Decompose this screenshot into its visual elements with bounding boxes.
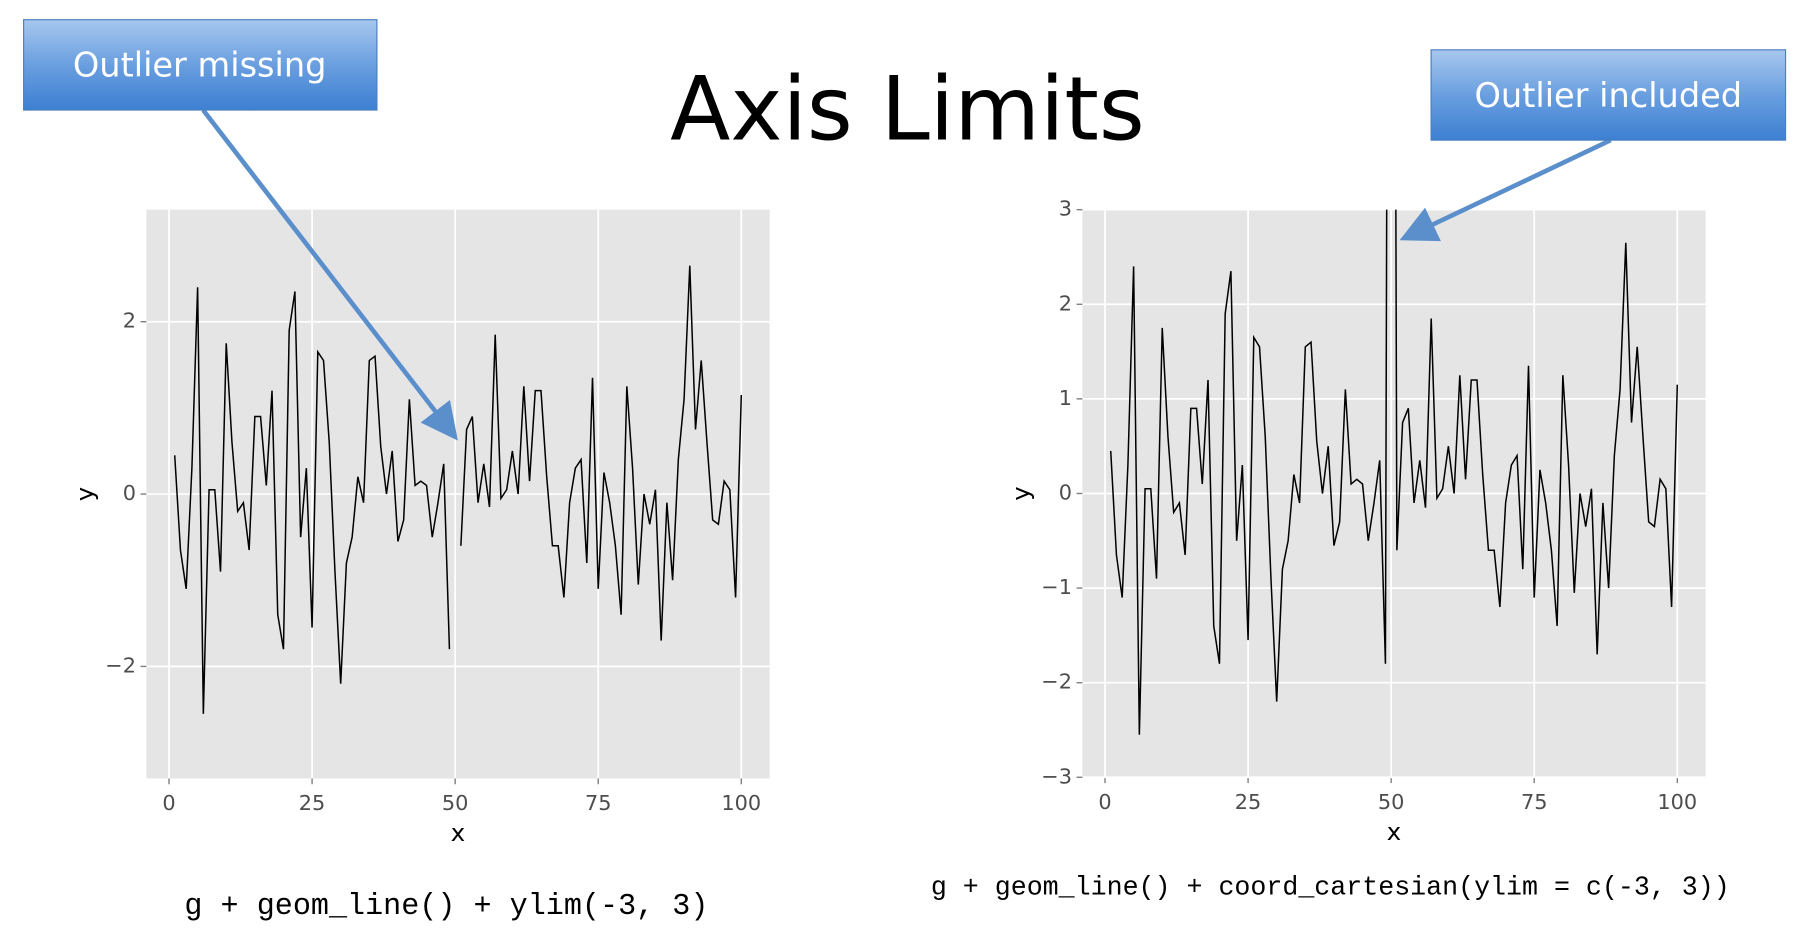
x-axis-label: x (451, 818, 465, 847)
callout-text: Outlier included (1474, 76, 1742, 115)
x-tick-label: 75 (585, 791, 612, 815)
y-tick-label: 3 (1059, 197, 1072, 221)
y-axis-label: y (70, 487, 99, 501)
callout-arrow (201, 108, 458, 441)
code-caption: g + geom_line() + coord_cartesian(ylim =… (931, 872, 1730, 902)
x-tick-label: 100 (721, 791, 761, 815)
x-tick-label: 25 (299, 791, 326, 815)
y-tick-label: 2 (1059, 291, 1072, 315)
y-tick-label: 1 (1059, 386, 1072, 410)
y-axis-label: y (1006, 486, 1035, 500)
y-tick-label: −2 (1041, 670, 1072, 694)
callout-arrow (1399, 138, 1612, 242)
x-axis-label: x (1387, 817, 1401, 846)
x-tick-label: 0 (1098, 790, 1111, 814)
y-tick-label: −1 (1041, 575, 1072, 599)
callout-text: Outlier missing (73, 46, 327, 85)
data-line (1109, 209, 1679, 735)
x-tick-label: 0 (162, 791, 175, 815)
y-tick-label: 0 (1059, 480, 1072, 504)
y-tick-label: 0 (123, 481, 136, 505)
data-line (173, 265, 743, 714)
callout-box (1430, 49, 1787, 141)
callout-box (23, 19, 378, 111)
y-tick-label: 2 (123, 309, 136, 333)
y-tick-label: −2 (105, 653, 136, 677)
x-tick-label: 100 (1657, 790, 1697, 814)
x-tick-label: 75 (1521, 790, 1548, 814)
code-caption: g + geom_line() + ylim(-3, 3) (184, 890, 708, 924)
x-tick-label: 25 (1235, 790, 1262, 814)
x-tick-label: 50 (1378, 790, 1405, 814)
y-tick-label: −3 (1041, 764, 1072, 788)
x-tick-label: 50 (442, 791, 469, 815)
slide-title: Axis Limits (670, 58, 1145, 161)
